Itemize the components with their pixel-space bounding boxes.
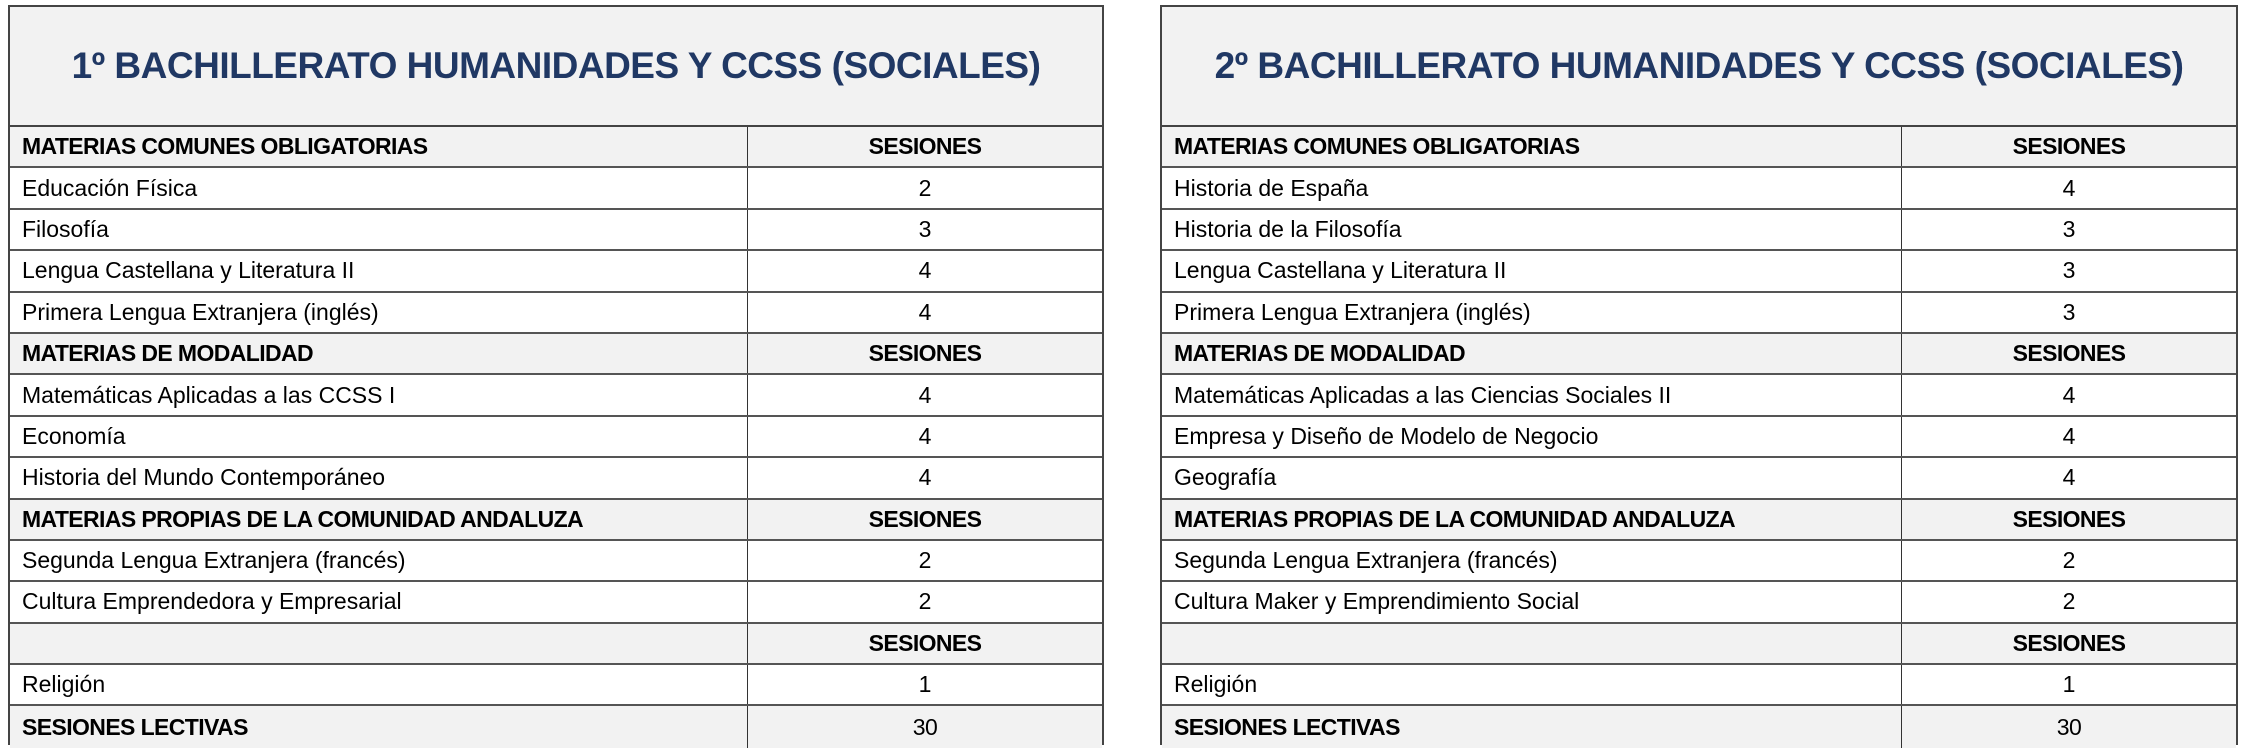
subject-cell: Filosofía <box>10 209 748 250</box>
subject-cell: Segunda Lengua Extranjera (francés) <box>10 540 748 581</box>
section-header-row: MATERIAS COMUNES OBLIGATORIAS SESIONES <box>1162 127 2236 169</box>
table-row: Empresa y Diseño de Modelo de Negocio 4 <box>1162 416 2236 459</box>
subject-cell: Geografía <box>1162 458 1902 498</box>
subject-cell: Matemáticas Aplicadas a las Ciencias Soc… <box>1162 375 1902 415</box>
subject-cell: MATERIAS DE MODALIDAD <box>1162 333 1902 374</box>
section-header-row: MATERIAS DE MODALIDAD SESIONES <box>1162 333 2236 376</box>
table-row: Cultura Maker y Emprendimiento Social 2 <box>1162 582 2236 624</box>
subject-cell: Primera Lengua Extranjera (inglés) <box>10 292 748 332</box>
table-row: Religión 1 <box>10 665 1102 707</box>
sessions-cell: 1 <box>2062 671 2076 698</box>
table-row: Religión 1 <box>1162 665 2236 707</box>
subject-cell: Historia del Mundo Contemporáneo <box>10 458 748 498</box>
table-row: Primera Lengua Extranjera (inglés) 3 <box>1162 292 2236 334</box>
total-row: SESIONES LECTIVAS 30 <box>10 706 1102 748</box>
subject-cell: MATERIAS PROPIAS DE LA COMUNIDAD ANDALUZ… <box>10 499 748 539</box>
section-header-row: SESIONES <box>1162 623 2236 666</box>
sessions-cell: SESIONES <box>868 133 982 160</box>
sessions-cell: 2 <box>918 547 932 574</box>
subject-cell: SESIONES LECTIVAS <box>1162 706 1902 748</box>
subject-cell: Cultura Emprendedora y Empresarial <box>10 582 748 622</box>
subject-cell: Empresa y Diseño de Modelo de Negocio <box>1162 416 1902 457</box>
subject-cell <box>10 623 748 664</box>
table-1bach: 1º BACHILLERATO HUMANIDADES Y CCSS (SOCI… <box>8 5 1104 748</box>
table-row: Lengua Castellana y Literatura II 4 <box>10 251 1102 293</box>
table-row: Primera Lengua Extranjera (inglés) 4 <box>10 292 1102 334</box>
subject-cell: SESIONES LECTIVAS <box>10 706 748 748</box>
subject-cell: Matemáticas Aplicadas a las CCSS I <box>10 375 748 415</box>
sessions-cell: 4 <box>2062 381 2076 408</box>
table-row: Historia de la Filosofía 3 <box>1162 209 2236 252</box>
table-2bach: 2º BACHILLERATO HUMANIDADES Y CCSS (SOCI… <box>1160 5 2238 748</box>
table-row: Educación Física 2 <box>10 168 1102 210</box>
sessions-cell: 3 <box>2062 257 2076 284</box>
subject-cell: Religión <box>1162 665 1902 705</box>
subject-cell: Cultura Maker y Emprendimiento Social <box>1162 582 1902 622</box>
table-row: Matemáticas Aplicadas a las Ciencias Soc… <box>1162 375 2236 417</box>
sessions-cell: 4 <box>918 422 932 449</box>
sessions-cell: SESIONES <box>868 629 982 656</box>
subject-cell: Economía <box>10 416 748 457</box>
sessions-cell: 30 <box>912 713 938 740</box>
table-row: Segunda Lengua Extranjera (francés) 2 <box>1162 540 2236 583</box>
sessions-cell: 4 <box>2062 464 2076 491</box>
section-header-row: SESIONES <box>10 623 1102 666</box>
sessions-cell: SESIONES <box>868 505 982 532</box>
sessions-cell: 4 <box>918 257 932 284</box>
table-row: Segunda Lengua Extranjera (francés) 2 <box>10 540 1102 583</box>
section-header-row: MATERIAS COMUNES OBLIGATORIAS SESIONES <box>10 127 1102 169</box>
table-row: Lengua Castellana y Literatura II 3 <box>1162 251 2236 293</box>
subject-cell: MATERIAS DE MODALIDAD <box>10 333 748 374</box>
sessions-cell: 4 <box>918 298 932 325</box>
subject-cell: Religión <box>10 665 748 705</box>
subject-cell: Primera Lengua Extranjera (inglés) <box>1162 292 1902 332</box>
sessions-cell: 2 <box>918 588 932 615</box>
sessions-cell: 30 <box>2056 713 2082 740</box>
sessions-cell: SESIONES <box>2012 340 2126 367</box>
subject-cell: Lengua Castellana y Literatura II <box>10 251 748 291</box>
subject-cell: Educación Física <box>10 168 748 208</box>
subject-cell: Historia de la Filosofía <box>1162 209 1902 250</box>
sessions-cell: 2 <box>2062 588 2076 615</box>
table-row: Economía 4 <box>10 416 1102 459</box>
table-row: Cultura Emprendedora y Empresarial 2 <box>10 582 1102 624</box>
table-row: Geografía 4 <box>1162 458 2236 500</box>
section-header-row: MATERIAS PROPIAS DE LA COMUNIDAD ANDALUZ… <box>10 499 1102 541</box>
subject-cell: Segunda Lengua Extranjera (francés) <box>1162 540 1902 581</box>
subject-cell <box>1162 623 1902 664</box>
subject-cell: MATERIAS PROPIAS DE LA COMUNIDAD ANDALUZ… <box>1162 499 1902 539</box>
sessions-cell: SESIONES <box>868 340 982 367</box>
sessions-cell: 2 <box>918 174 932 201</box>
table-row: Filosofía 3 <box>10 209 1102 252</box>
sessions-cell: 3 <box>2062 215 2076 242</box>
table-row: Historia del Mundo Contemporáneo 4 <box>10 458 1102 500</box>
section-header-row: MATERIAS DE MODALIDAD SESIONES <box>10 333 1102 376</box>
sessions-cell: 2 <box>2062 547 2076 574</box>
table-body: MATERIAS COMUNES OBLIGATORIAS SESIONES His… <box>1162 127 2236 748</box>
table-row: Historia de España 4 <box>1162 168 2236 210</box>
section-header-row: MATERIAS PROPIAS DE LA COMUNIDAD ANDALUZ… <box>1162 499 2236 541</box>
sessions-cell: 1 <box>918 671 932 698</box>
sessions-cell: 4 <box>918 464 932 491</box>
subject-cell: Lengua Castellana y Literatura II <box>1162 251 1902 291</box>
sessions-cell: 4 <box>2062 422 2076 449</box>
sessions-cell: SESIONES <box>2012 505 2126 532</box>
sessions-cell: 3 <box>918 215 932 242</box>
table-row: Matemáticas Aplicadas a las CCSS I 4 <box>10 375 1102 417</box>
sessions-cell: 3 <box>2062 298 2076 325</box>
subject-cell: MATERIAS COMUNES OBLIGATORIAS <box>1162 127 1902 167</box>
sessions-cell: 4 <box>918 381 932 408</box>
table-title: 2º BACHILLERATO HUMANIDADES Y CCSS (SOCI… <box>1162 7 2236 127</box>
sessions-cell: SESIONES <box>2012 629 2126 656</box>
subject-cell: Historia de España <box>1162 168 1902 208</box>
subject-cell: MATERIAS COMUNES OBLIGATORIAS <box>10 127 748 167</box>
sessions-cell: SESIONES <box>2012 133 2126 160</box>
table-title: 1º BACHILLERATO HUMANIDADES Y CCSS (SOCI… <box>10 7 1102 127</box>
table-body: MATERIAS COMUNES OBLIGATORIAS SESIONES Edu… <box>10 127 1102 748</box>
total-row: SESIONES LECTIVAS 30 <box>1162 706 2236 748</box>
sessions-cell: 4 <box>2062 174 2076 201</box>
